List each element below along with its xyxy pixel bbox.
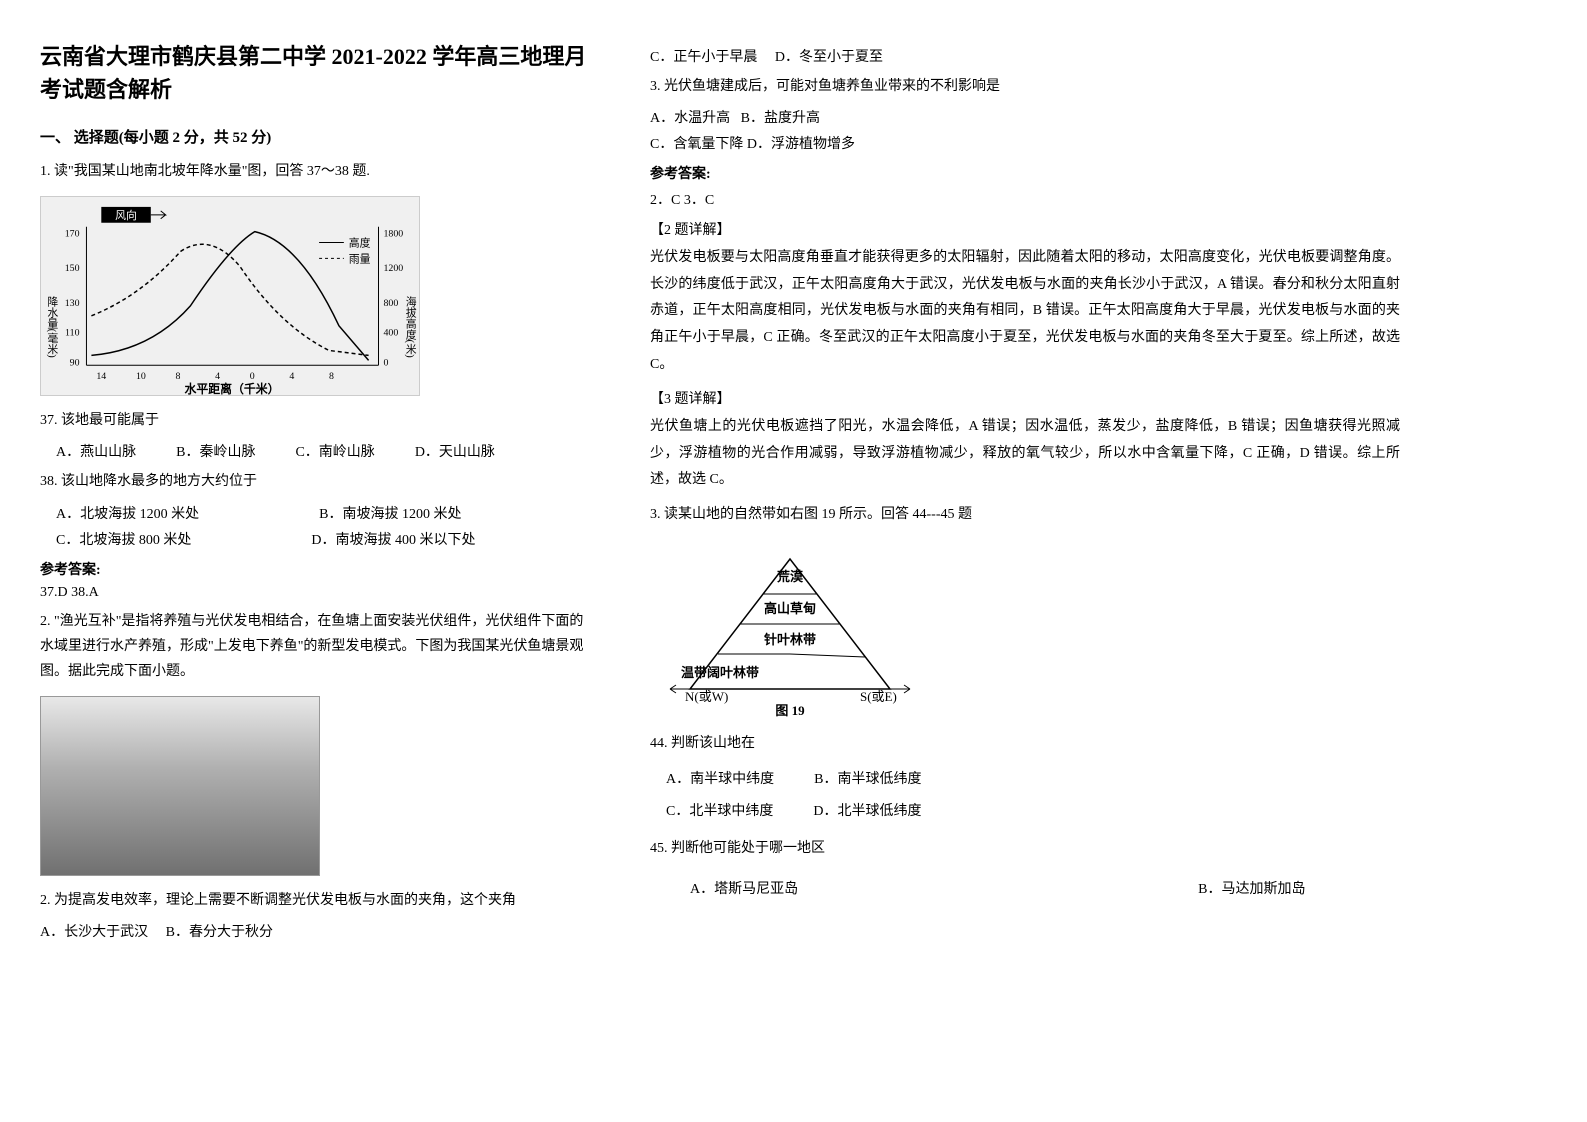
q1-answer-label: 参考答案: [40, 559, 590, 579]
opt-45-b: B．马达加斯加岛 [1198, 878, 1305, 898]
x-8: 8 [176, 371, 181, 382]
opt-2-d: D．冬至小于夏至 [775, 50, 883, 65]
height-curve [91, 232, 368, 361]
yr-1800: 1800 [383, 229, 403, 240]
q2-explain3-text: 光伏鱼塘上的光伏电板遮挡了阳光，水温会降低，A 错误；因水温低，蒸发少，盐度降低… [650, 414, 1400, 494]
legend-height: 高度 [349, 236, 371, 250]
mountain-zone-svg: 荒漠 高山草甸 针叶林带 温带阔叶林带 N(或W) S(或E) 图 19 [650, 539, 930, 719]
q1-sub37: 37. 该地最可能属于 [40, 408, 590, 433]
opt-44-c: C．北半球中纬度 [666, 800, 773, 820]
q1-sub38: 38. 该山地降水最多的地方大约位于 [40, 469, 590, 494]
q1-sub38-options-row1: A．北坡海拔 1200 米处 B．南坡海拔 1200 米处 [40, 503, 590, 523]
q2-sub3-opts-ab: A．水温升高 B．盐度升高 [650, 107, 1400, 127]
left-column: 云南省大理市鹤庆县第二中学 2021-2022 学年高三地理月考试题含解析 一、… [40, 40, 590, 947]
yl-110: 110 [65, 328, 80, 339]
legend-rain: 雨量 [349, 253, 371, 266]
precipitation-chart-svg: 风向 高度 雨量 170 150 130 110 90 1800 1200 80… [41, 197, 419, 395]
yr-0: 0 [383, 357, 388, 368]
opt-44-a: A．南半球中纬度 [666, 768, 774, 788]
q2-answer-line: 2．C 3．C [650, 189, 1400, 209]
q1-sub38-options-row2: C．北坡海拔 800 米处 D．南坡海拔 400 米以下处 [40, 529, 590, 549]
opt-45-a: A．塔斯马尼亚岛 [690, 878, 798, 898]
zone-3: 温带阔叶林带 [681, 665, 759, 680]
opt-37-d: D．天山山脉 [415, 441, 495, 461]
x-4: 4 [215, 371, 220, 382]
opt-3-d: D．浮游植物增多 [747, 137, 855, 152]
page-container: 云南省大理市鹤庆县第二中学 2021-2022 学年高三地理月考试题含解析 一、… [40, 40, 1547, 947]
wind-arrow-icon [151, 211, 166, 219]
q1-sub37-options: A．燕山山脉 B．秦岭山脉 C．南岭山脉 D．天山山脉 [40, 441, 590, 461]
opt-44-b: B．南半球低纬度 [814, 768, 921, 788]
q2-explain2-text: 光伏发电板要与太阳高度角垂直才能获得更多的太阳辐射，因此随着太阳的移动，太阳高度… [650, 245, 1400, 378]
q3-sub45-opts: A．塔斯马尼亚岛 B．马达加斯加岛 [650, 878, 1400, 898]
yr-1200: 1200 [383, 263, 403, 274]
q3-stem: 3. 读某山地的自然带如右图 19 所示。回答 44---45 题 [650, 502, 1400, 527]
opt-2-a: A．长沙大于武汉 [40, 925, 148, 940]
q3-sub45: 45. 判断他可能处于哪一地区 [650, 836, 1400, 861]
x-8b: 8 [329, 371, 334, 382]
yl-150: 150 [65, 263, 80, 274]
yl-170: 170 [65, 229, 80, 240]
y-right-label: 海拔高度(米) [404, 295, 416, 358]
opt-3-c: C．含氧量下降 [650, 137, 743, 152]
legend-wind: 风向 [115, 208, 137, 222]
fig-caption: 图 19 [775, 703, 805, 718]
q2-sub2-opts-cd: C．正午小于早晨 D．冬至小于夏至 [650, 46, 1400, 66]
left-label: N(或W) [685, 689, 728, 704]
zone-0: 荒漠 [776, 569, 804, 584]
x-14: 14 [96, 371, 106, 382]
q3-sub44-opts-ab: A．南半球中纬度 B．南半球低纬度 [650, 768, 1400, 788]
yl-130: 130 [65, 298, 80, 309]
q1-stem: 1. 读"我国某山地南北坡年降水量"图，回答 37～38 题. [40, 159, 590, 184]
zone-1: 高山草甸 [764, 601, 816, 616]
x-10: 10 [136, 371, 146, 382]
q2-sub2: 2. 为提高发电效率，理论上需要不断调整光伏发电板与水面的夹角，这个夹角 [40, 888, 590, 913]
yl-90: 90 [70, 357, 80, 368]
opt-38-b: B．南坡海拔 1200 米处 [319, 503, 461, 523]
q2-answer-label: 参考答案: [650, 163, 1400, 183]
section-header: 一、 选择题(每小题 2 分，共 52 分) [40, 126, 590, 147]
yr-400: 400 [383, 328, 398, 339]
yr-800: 800 [383, 298, 398, 309]
q2-sub2-opts-ab: A．长沙大于武汉 B．春分大于秋分 [40, 921, 590, 941]
opt-37-c: C．南岭山脉 [295, 441, 374, 461]
rain-curve [91, 244, 368, 355]
opt-3-b: B．盐度升高 [741, 111, 820, 126]
q1-answer-text: 37.D 38.A [40, 585, 590, 601]
opt-38-c: C．北坡海拔 800 米处 [56, 529, 191, 549]
q2-photo [40, 696, 320, 876]
x-label: 水平距离（千米） [184, 382, 279, 395]
zone-2: 针叶林带 [763, 632, 816, 647]
q2-sub3: 3. 光伏鱼塘建成后，可能对鱼塘养鱼业带来的不利影响是 [650, 74, 1400, 99]
opt-2-b: B．春分大于秋分 [166, 925, 273, 940]
q2-explain2-label: 【2 题详解】 [650, 219, 1400, 239]
q2-sub3-opts-cd: C．含氧量下降 D．浮游植物增多 [650, 133, 1400, 153]
opt-37-b: B．秦岭山脉 [176, 441, 255, 461]
right-column: C．正午小于早晨 D．冬至小于夏至 3. 光伏鱼塘建成后，可能对鱼塘养鱼业带来的… [650, 40, 1400, 947]
q3-sub44: 44. 判断该山地在 [650, 731, 1400, 756]
opt-38-d: D．南坡海拔 400 米以下处 [311, 529, 475, 549]
q3-sub44-opts-cd: C．北半球中纬度 D．北半球低纬度 [650, 800, 1400, 820]
document-title: 云南省大理市鹤庆县第二中学 2021-2022 学年高三地理月考试题含解析 [40, 40, 590, 106]
y-left-label: 降水量(毫米) [46, 295, 58, 358]
opt-44-d: D．北半球低纬度 [813, 800, 921, 820]
opt-2-c: C．正午小于早晨 [650, 50, 757, 65]
opt-38-a: A．北坡海拔 1200 米处 [56, 503, 199, 523]
x-0: 0 [250, 371, 255, 382]
q1-chart: 风向 高度 雨量 170 150 130 110 90 1800 1200 80… [40, 196, 420, 396]
x-4b: 4 [289, 371, 294, 382]
solar-fishpond-photo [41, 697, 319, 875]
q2-explain3-label: 【3 题详解】 [650, 388, 1400, 408]
opt-3-a: A．水温升高 [650, 111, 730, 126]
opt-37-a: A．燕山山脉 [56, 441, 136, 461]
right-label: S(或E) [860, 689, 897, 704]
zone-line-3 [718, 654, 865, 657]
q3-diagram: 荒漠 高山草甸 针叶林带 温带阔叶林带 N(或W) S(或E) 图 19 [650, 539, 930, 719]
q2-stem: 2. "渔光互补"是指将养殖与光伏发电相结合，在鱼塘上面安装光伏组件，光伏组件下… [40, 609, 590, 685]
